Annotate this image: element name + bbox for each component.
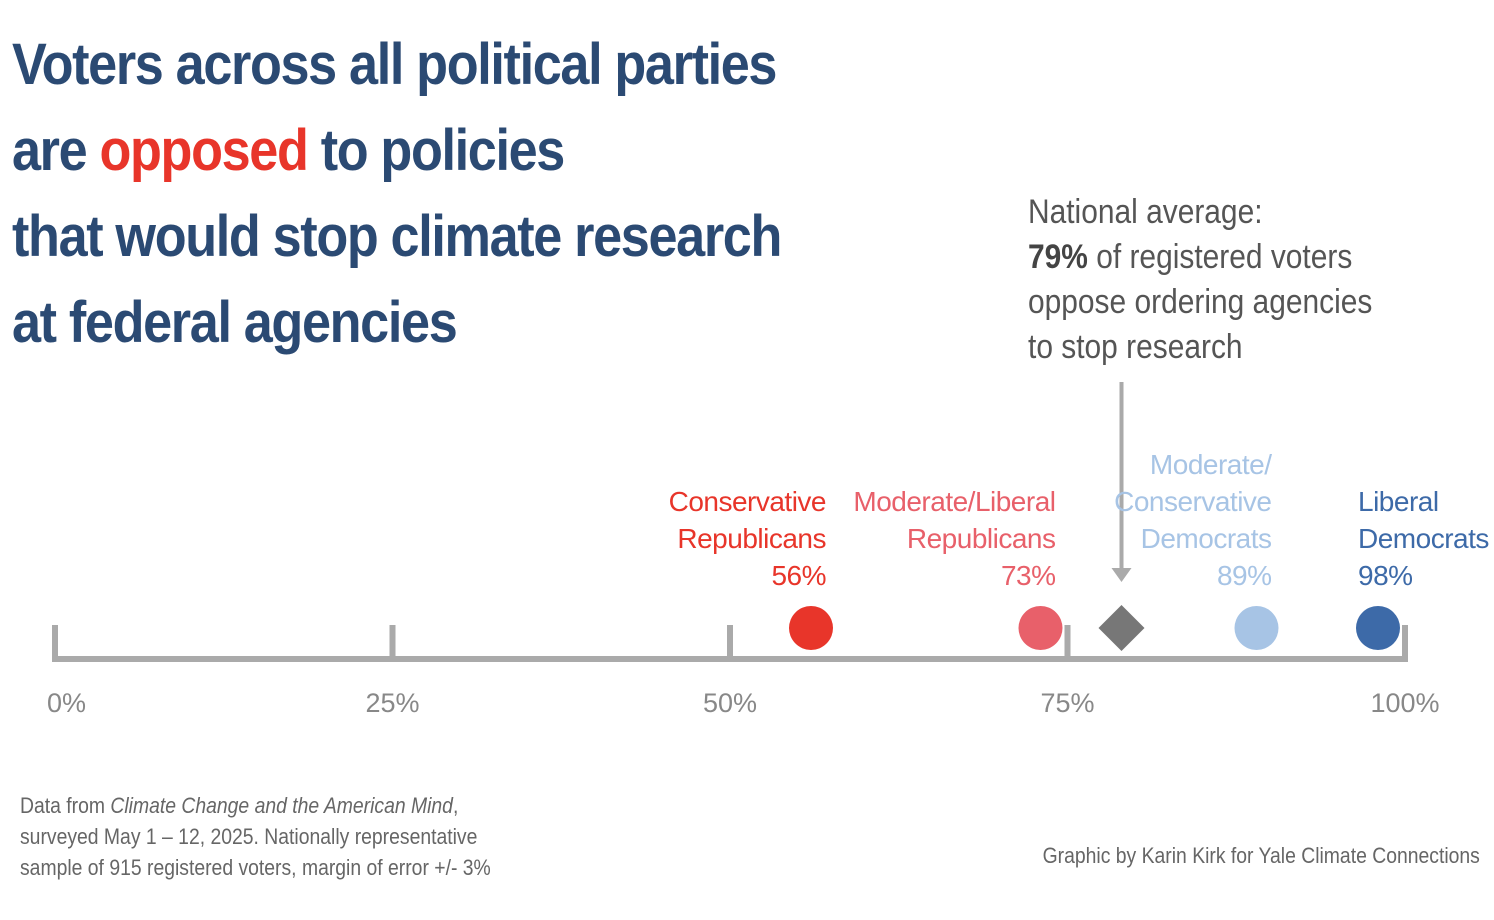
title-line-3: that would stop climate research (12, 204, 782, 269)
group-dot (789, 606, 833, 650)
source-footnote: Data from Climate Change and the America… (20, 790, 491, 883)
footnote-line-1-start: Data from (20, 793, 111, 818)
group-value-label: 73% (1001, 560, 1056, 591)
group-name-label: Conservative (1114, 486, 1271, 517)
group-value-label: 98% (1358, 560, 1413, 591)
group-name-label: Moderate/Liberal (853, 486, 1055, 517)
annotation-percent: 79% (1028, 238, 1088, 276)
annotation-line-3: oppose ordering agencies (1028, 283, 1373, 321)
group-value-label: 56% (771, 560, 826, 591)
title-highlight-word: opposed (99, 118, 308, 183)
group-name-label: Liberal (1358, 486, 1439, 517)
chart-title: Voters across all political parties are … (12, 22, 782, 366)
title-line-2-end: to policies (307, 118, 566, 183)
x-tick-label: 25% (365, 688, 419, 718)
annotation-line-4: to stop research (1028, 328, 1243, 366)
footnote-line-3: sample of 915 registered voters, margin … (20, 855, 491, 880)
x-tick-label: 75% (1040, 688, 1094, 718)
group-dot (1018, 606, 1063, 650)
group-dot (1356, 606, 1400, 650)
footnote-survey-name: Climate Change and the American Mind (110, 793, 453, 818)
x-tick-label: 100% (1370, 688, 1439, 718)
annotation-line-2: of registered voters (1087, 238, 1353, 276)
group-name-label: Democrats (1141, 523, 1272, 554)
group-dot (1234, 606, 1279, 650)
national-average-diamond (1098, 605, 1145, 651)
graphic-credit: Graphic by Karin Kirk for Yale Climate C… (1042, 843, 1480, 868)
annotation-arrow-head (1111, 568, 1132, 582)
title-line-2-start: are (12, 118, 100, 183)
title-line-4: at federal agencies (12, 290, 458, 355)
group-value-label: 89% (1217, 560, 1272, 591)
annotation-line-1: National average: (1028, 193, 1263, 231)
group-name-label: Republicans (907, 523, 1056, 554)
footnote-line-2: surveyed May 1 – 12, 2025. Nationally re… (20, 824, 478, 849)
national-average-annotation: National average: 79% of registered vote… (1028, 190, 1372, 370)
group-name-label: Democrats (1358, 523, 1489, 554)
x-tick-label: 50% (703, 688, 757, 718)
group-name-label: Moderate/ (1150, 449, 1272, 480)
title-line-1: Voters across all political parties (12, 32, 777, 97)
group-name-label: Republicans (677, 523, 826, 554)
group-name-label: Conservative (669, 486, 826, 517)
x-tick-label: 0% (47, 688, 86, 718)
footnote-line-1-end: , (452, 793, 459, 818)
